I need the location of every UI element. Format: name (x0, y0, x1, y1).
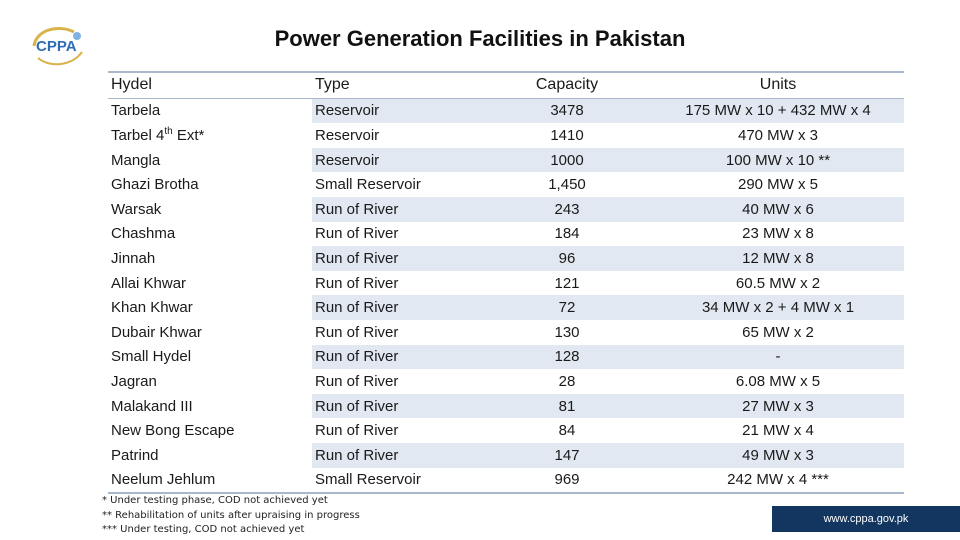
cell-units: 23 MW x 8 (652, 222, 904, 247)
footnote: *** Under testing, COD not achieved yet (102, 523, 360, 538)
cell-hydel: Malakand III (108, 394, 312, 419)
facilities-table: Hydel Type Capacity Units Tarbela Reservo… (108, 71, 904, 494)
cell-type: Reservoir (312, 123, 482, 148)
table-row: Khan Khwar Run of River 72 34 MW x 2 + 4 MW… (108, 295, 904, 320)
cell-capacity: 969 (482, 468, 652, 493)
cell-hydel: Patrind (108, 443, 312, 468)
cell-capacity: 1000 (482, 148, 652, 173)
website-link[interactable]: www.cppa.gov.pk (772, 506, 960, 532)
table-row: Allai Khwar Run of River 121 60.5 MW x 2 (108, 271, 904, 296)
cell-hydel: Tarbela (108, 98, 312, 123)
cell-hydel: Chashma (108, 222, 312, 247)
cell-capacity: 72 (482, 295, 652, 320)
cell-capacity: 1410 (482, 123, 652, 148)
cell-type: Reservoir (312, 148, 482, 173)
cell-units: 12 MW x 8 (652, 246, 904, 271)
cell-capacity: 243 (482, 197, 652, 222)
cell-units: 100 MW x 10 ** (652, 148, 904, 173)
cell-capacity: 130 (482, 320, 652, 345)
table-header-row: Hydel Type Capacity Units (108, 73, 904, 98)
cell-units: 6.08 MW x 5 (652, 369, 904, 394)
footnote: ** Rehabilitation of units after upraisi… (102, 509, 360, 524)
cell-units: 60.5 MW x 2 (652, 271, 904, 296)
table-row: Ghazi Brotha Small Reservoir 1,450 290 MW x… (108, 172, 904, 197)
cell-capacity: 28 (482, 369, 652, 394)
cell-units: 65 MW x 2 (652, 320, 904, 345)
table-row: Warsak Run of River 243 40 MW x 6 (108, 197, 904, 222)
header-type: Type (312, 73, 482, 98)
cell-type: Run of River (312, 345, 482, 370)
cell-hydel: Jinnah (108, 246, 312, 271)
table-row: Tarbela Reservoir 3478 175 MW x 10 + 432 MW… (108, 98, 904, 123)
cell-capacity: 1,450 (482, 172, 652, 197)
cell-hydel: Small Hydel (108, 345, 312, 370)
page-title: Power Generation Facilities in Pakistan (0, 26, 960, 52)
cell-units: - (652, 345, 904, 370)
table-row: Small Hydel Run of River 128- (108, 345, 904, 370)
cell-capacity: 121 (482, 271, 652, 296)
cell-type: Run of River (312, 246, 482, 271)
cell-units: 470 MW x 3 (652, 123, 904, 148)
cell-hydel: New Bong Escape (108, 418, 312, 443)
cell-type: Run of River (312, 197, 482, 222)
table-row: Neelum Jehlum Small Reservoir 969 242 MW x … (108, 468, 904, 493)
cell-type: Run of River (312, 394, 482, 419)
table-row: Malakand III Run of River 81 27 MW x 3 (108, 394, 904, 419)
table-row: Chashma Run of River 184 23 MW x 8 (108, 222, 904, 247)
footnotes: * Under testing phase, COD not achieved … (102, 494, 360, 538)
cell-hydel: Ghazi Brotha (108, 172, 312, 197)
header-hydel: Hydel (108, 73, 312, 98)
cell-capacity: 147 (482, 443, 652, 468)
header-capacity: Capacity (482, 73, 652, 98)
cell-units: 34 MW x 2 + 4 MW x 1 (652, 295, 904, 320)
cell-type: Small Reservoir (312, 468, 482, 493)
cell-units: 242 MW x 4 *** (652, 468, 904, 493)
cell-hydel: Jagran (108, 369, 312, 394)
header-units: Units (652, 73, 904, 98)
table-row: Dubair Khwar Run of River 130 65 MW x 2 (108, 320, 904, 345)
table-row: New Bong Escape Run of River 84 21 MW x 4 (108, 418, 904, 443)
table-row: Tarbel 4th Ext* Reservoir 1410 470 MW x 3 (108, 123, 904, 148)
table-row: Jagran Run of River 28 6.08 MW x 5 (108, 369, 904, 394)
cell-units: 40 MW x 6 (652, 197, 904, 222)
cell-capacity: 184 (482, 222, 652, 247)
cell-capacity: 3478 (482, 98, 652, 123)
table-row: Mangla Reservoir 1000 100 MW x 10 ** (108, 148, 904, 173)
cell-type: Small Reservoir (312, 172, 482, 197)
cell-units: 175 MW x 10 + 432 MW x 4 (652, 98, 904, 123)
cell-units: 290 MW x 5 (652, 172, 904, 197)
cell-hydel: Khan Khwar (108, 295, 312, 320)
cell-units: 49 MW x 3 (652, 443, 904, 468)
cell-capacity: 96 (482, 246, 652, 271)
cell-capacity: 128 (482, 345, 652, 370)
cell-hydel: Tarbel 4th Ext* (108, 123, 312, 148)
cell-type: Run of River (312, 222, 482, 247)
cell-units: 27 MW x 3 (652, 394, 904, 419)
footnote: * Under testing phase, COD not achieved … (102, 494, 360, 509)
cell-type: Run of River (312, 295, 482, 320)
cell-hydel: Dubair Khwar (108, 320, 312, 345)
cell-type: Run of River (312, 418, 482, 443)
cell-type: Reservoir (312, 98, 482, 123)
cell-hydel: Warsak (108, 197, 312, 222)
cell-type: Run of River (312, 320, 482, 345)
cell-type: Run of River (312, 369, 482, 394)
cell-capacity: 81 (482, 394, 652, 419)
cell-hydel: Mangla (108, 148, 312, 173)
cell-type: Run of River (312, 271, 482, 296)
cell-type: Run of River (312, 443, 482, 468)
cell-hydel: Allai Khwar (108, 271, 312, 296)
table-row: Jinnah Run of River 96 12 MW x 8 (108, 246, 904, 271)
cell-capacity: 84 (482, 418, 652, 443)
cell-hydel: Neelum Jehlum (108, 468, 312, 493)
cell-units: 21 MW x 4 (652, 418, 904, 443)
table-row: Patrind Run of River 147 49 MW x 3 (108, 443, 904, 468)
